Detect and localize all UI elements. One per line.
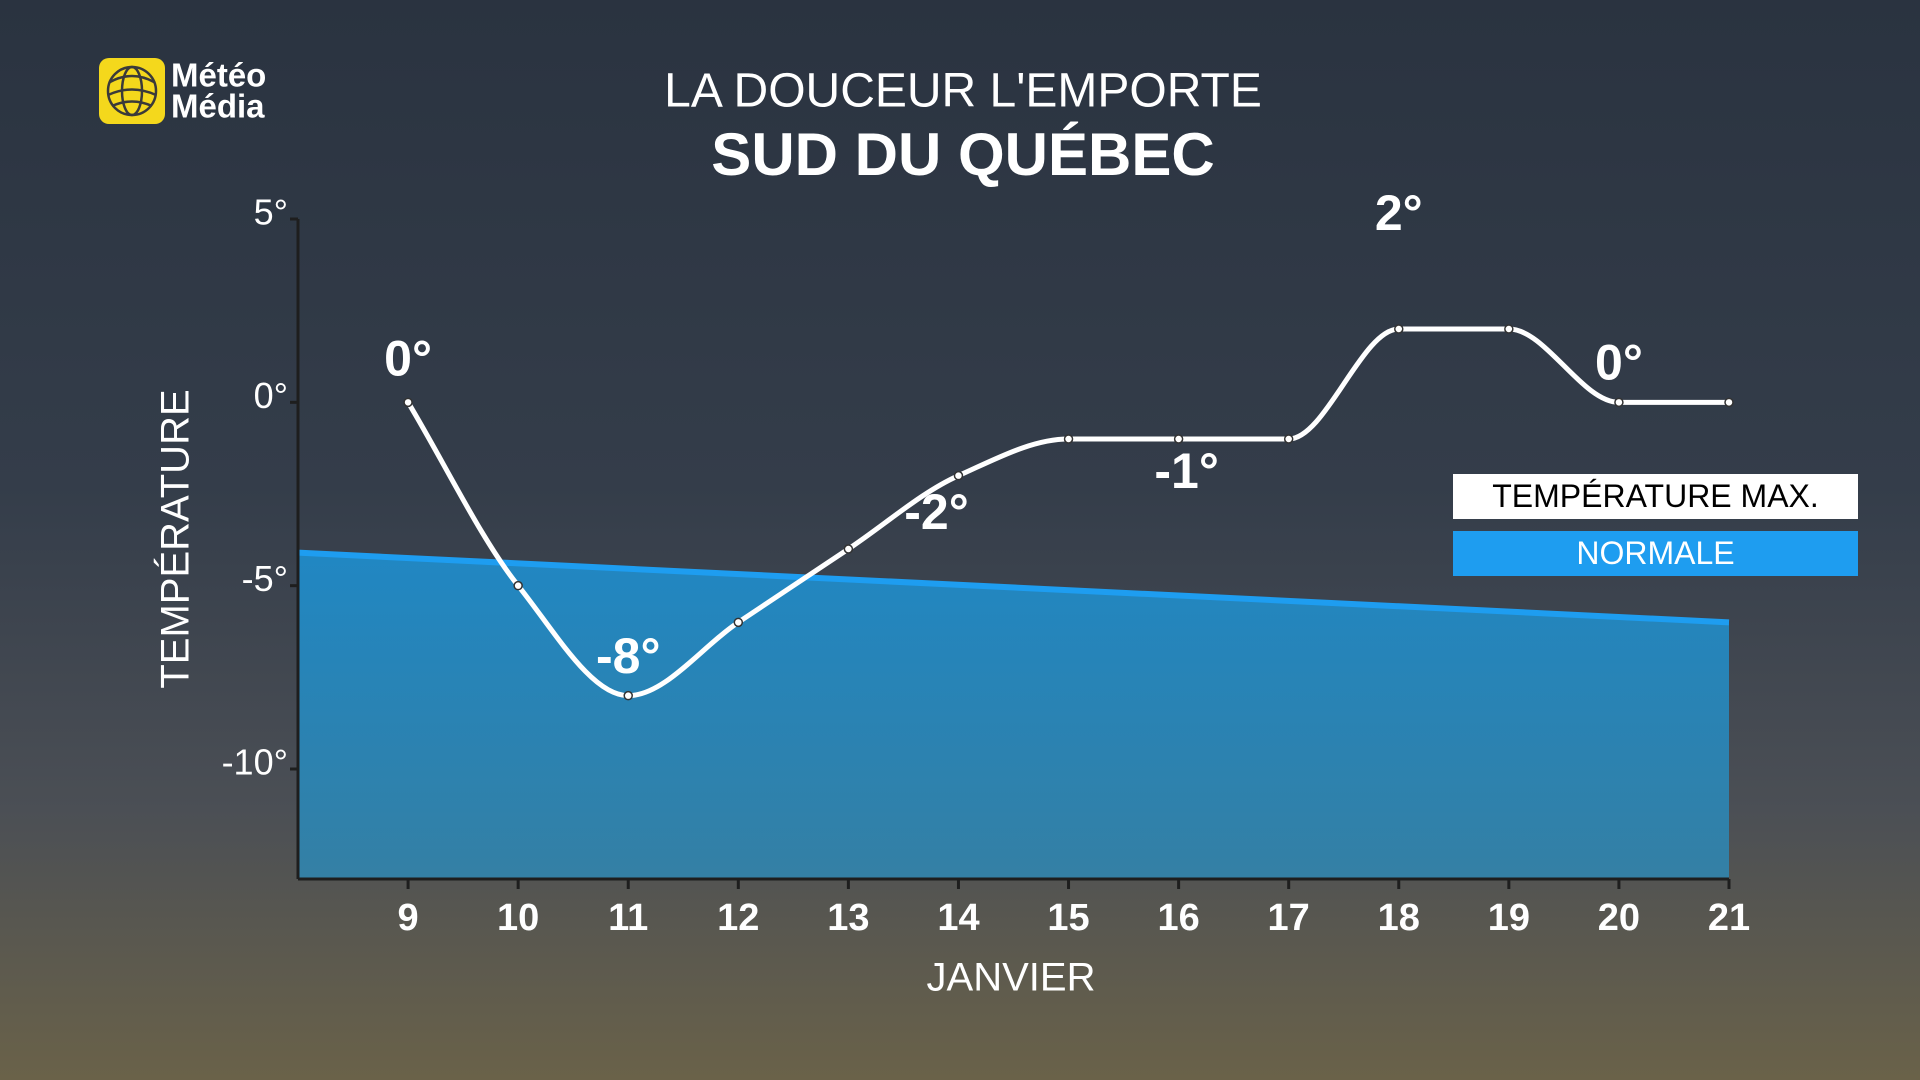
data-point	[953, 470, 964, 481]
data-point	[733, 617, 744, 628]
legend-label: TEMPÉRATURE MAX.	[1492, 478, 1819, 514]
y-axis-label: TEMPÉRATURE	[153, 389, 198, 688]
y-tick-label: 5°	[254, 192, 288, 233]
x-tick-label: 14	[937, 897, 979, 939]
data-point	[843, 544, 854, 554]
logo-globe	[106, 65, 158, 117]
x-axis-label: JANVIER	[927, 956, 1096, 1000]
x-tick-label: 13	[827, 897, 869, 939]
legend-swatch	[1453, 474, 1858, 519]
data-label: -1°	[1154, 443, 1218, 499]
x-tick-label: 17	[1268, 897, 1310, 939]
legend-swatch	[1453, 531, 1858, 576]
logo-text: Météo	[171, 57, 266, 94]
logo-text: Média	[171, 88, 265, 125]
data-point	[623, 690, 633, 701]
data-point	[1063, 434, 1074, 444]
data-point	[1283, 434, 1294, 444]
normal-area	[298, 552, 1729, 879]
data-point	[1504, 324, 1514, 334]
logo: Météo Média	[99, 57, 266, 125]
normal-line	[297, 549, 1730, 626]
data-label: -2°	[904, 484, 968, 540]
legend-label: NORMALE	[1576, 535, 1734, 571]
y-tick-label: -5°	[242, 558, 288, 599]
data-label: 0°	[1595, 335, 1643, 391]
chart-title: LA DOUCEUR L'EMPORTE	[664, 65, 1262, 118]
chart-subtitle: SUD DU QUÉBEC	[711, 121, 1214, 188]
data-label: 0°	[384, 331, 432, 387]
y-tick-label: -10°	[222, 742, 288, 783]
x-tick-label: 19	[1488, 897, 1530, 939]
data-point	[1394, 324, 1404, 334]
x-tick-label: 20	[1598, 897, 1640, 939]
data-point	[1614, 397, 1624, 408]
data-point	[1173, 434, 1184, 444]
data-point	[403, 397, 413, 408]
x-tick-label: 10	[497, 897, 539, 939]
x-tick-label: 15	[1047, 897, 1089, 939]
x-tick-label: 9	[398, 897, 419, 939]
x-tick-label: 21	[1708, 897, 1750, 939]
y-tick-label: 0°	[254, 375, 288, 416]
data-point	[513, 580, 523, 591]
data-label: -8°	[596, 628, 660, 684]
data-point	[1724, 397, 1734, 408]
x-tick-label: 16	[1157, 897, 1199, 939]
x-tick-label: 12	[717, 897, 759, 939]
x-tick-label: 11	[608, 897, 648, 939]
data-label: 2°	[1375, 185, 1423, 241]
x-tick-label: 18	[1378, 897, 1420, 939]
